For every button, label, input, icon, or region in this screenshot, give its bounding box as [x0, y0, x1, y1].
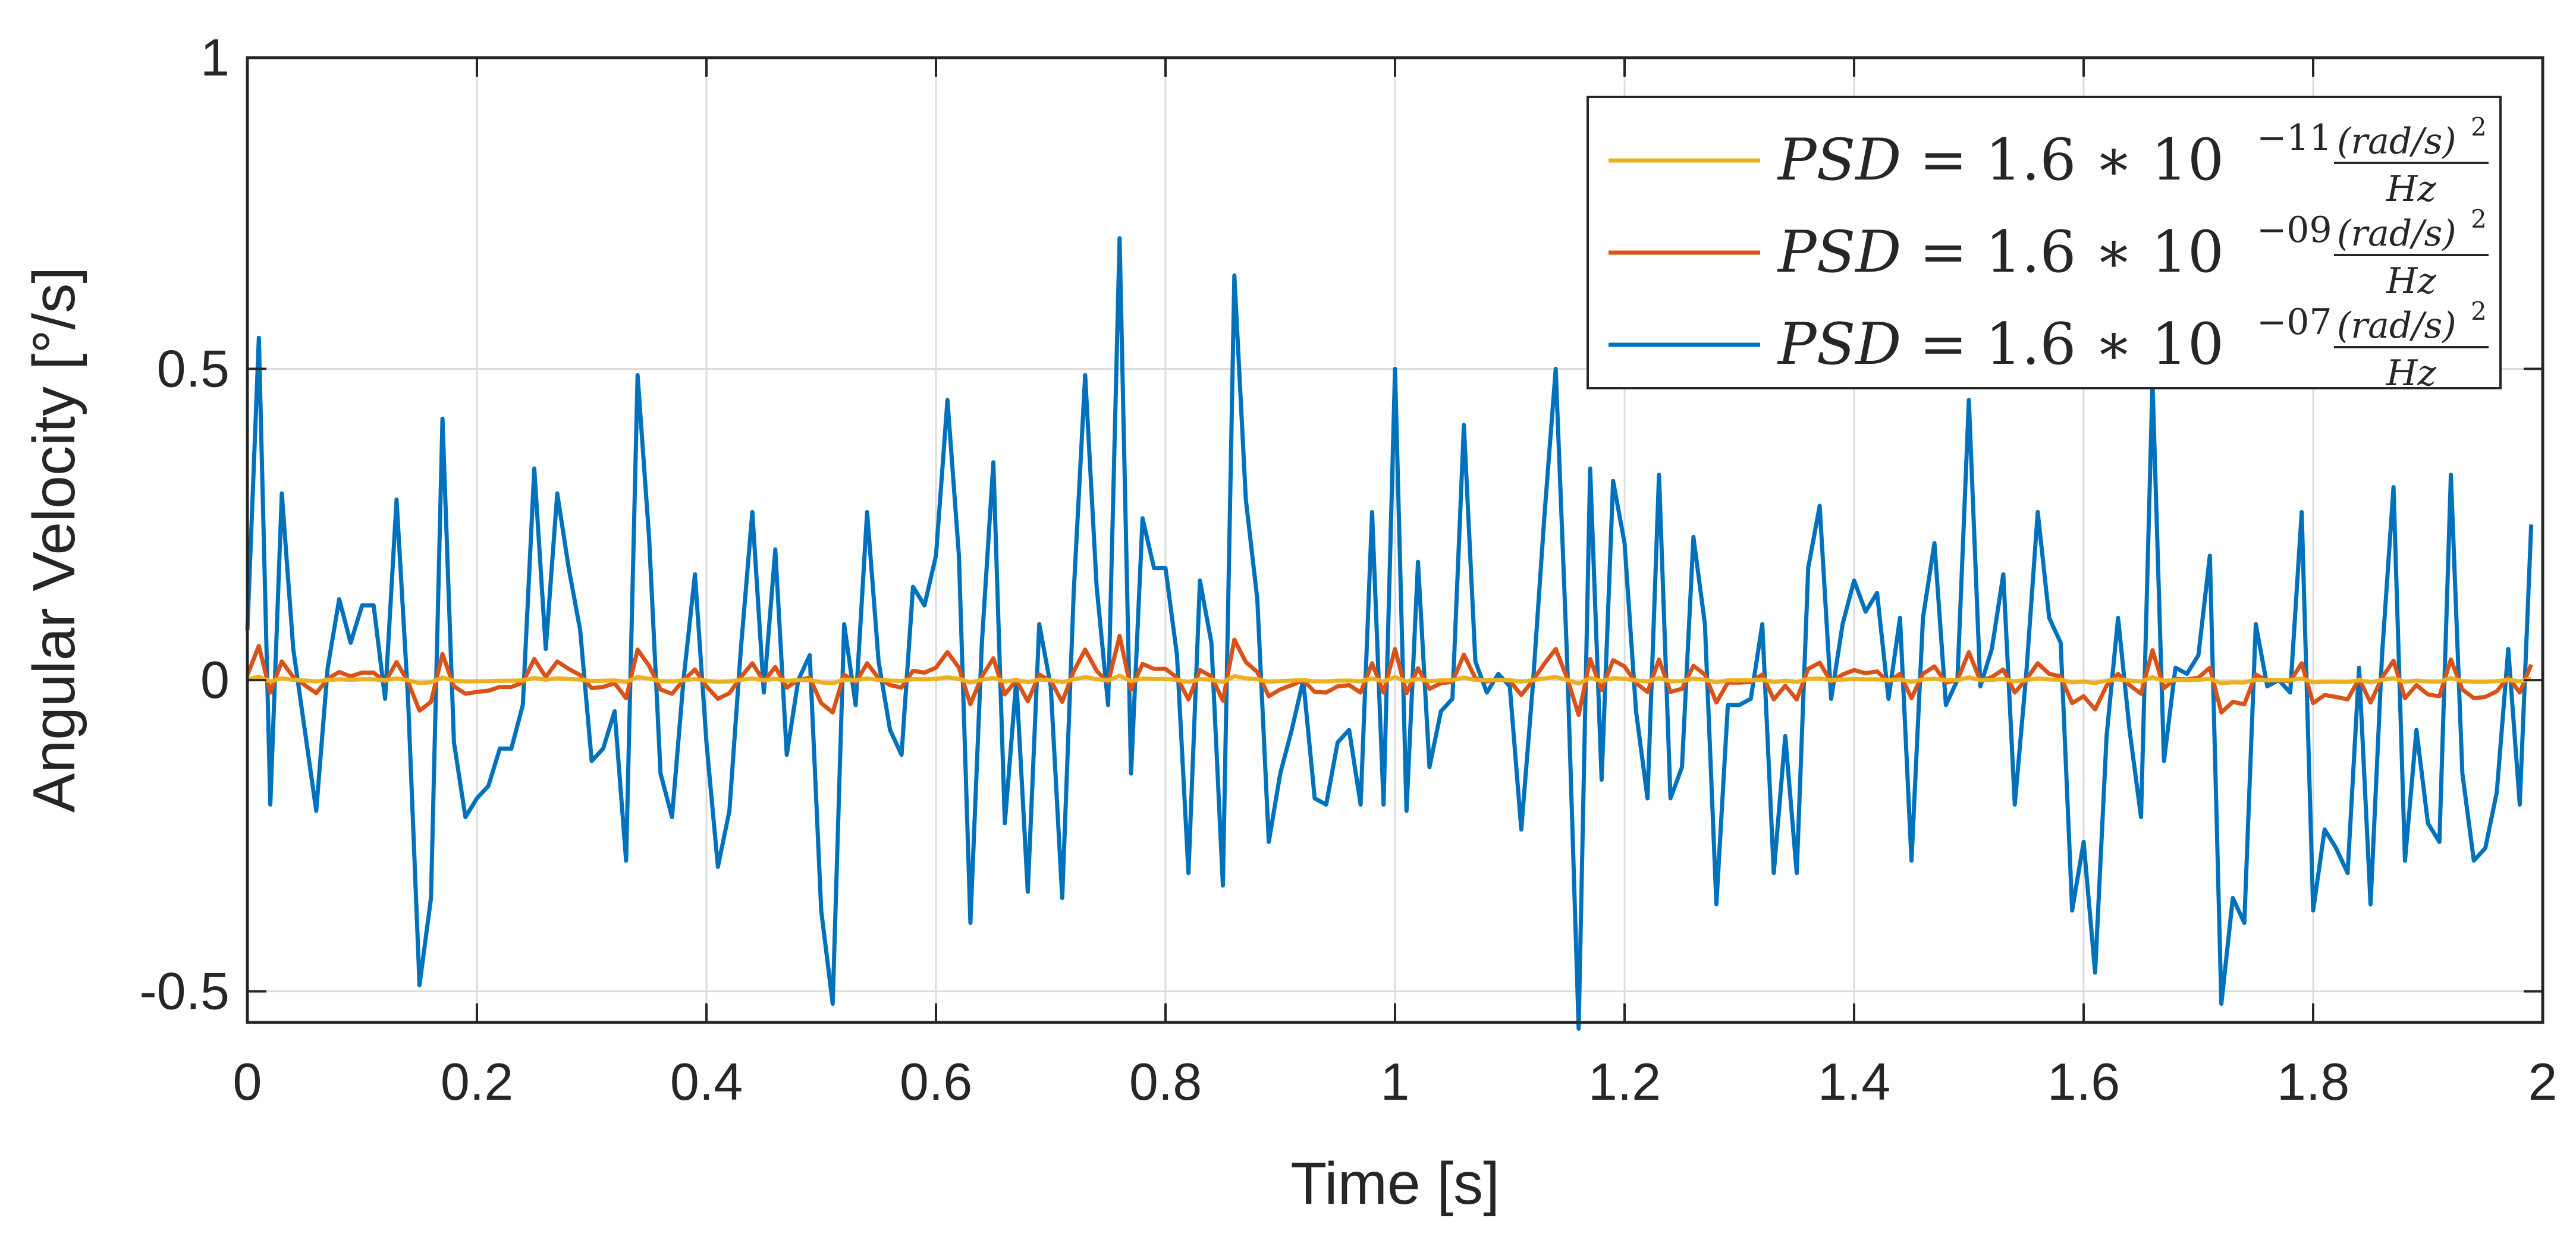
- legend-exponent: −07: [2257, 301, 2332, 343]
- legend-entry: PSD = 1.6 ∗ 10 −09 (rad/s) 2 Hz: [1609, 204, 2489, 302]
- x-tick-labels: 0 0.2 0.4 0.6 0.8 1 1.2 1.4 1.6 1.8 2: [233, 1052, 2558, 1111]
- legend-fraction-denominator: Hz: [2386, 168, 2436, 210]
- legend-label: PSD = 1.6 ∗ 10: [1777, 311, 2224, 377]
- legend-numerator-exponent: 2: [2471, 297, 2487, 326]
- legend-fraction-numerator: (rad/s): [2337, 121, 2456, 162]
- legend-fraction-denominator: Hz: [2386, 260, 2436, 302]
- legend-label: PSD = 1.6 ∗ 10: [1777, 127, 2224, 193]
- x-tick-label: 0.4: [670, 1052, 743, 1111]
- x-axis-title: Time [s]: [1290, 1150, 1500, 1217]
- series-line-psd-1e-11: [247, 674, 2532, 686]
- y-tick-labels: -0.5 0 0.5 1: [139, 28, 230, 1021]
- legend-label: PSD = 1.6 ∗ 10: [1777, 219, 2224, 285]
- x-tick-label: 0: [233, 1052, 262, 1111]
- x-tick-label: 2: [2528, 1052, 2558, 1111]
- legend-fraction-numerator: (rad/s): [2337, 305, 2456, 347]
- series-line-psd-1e-09: [245, 634, 2533, 718]
- y-axis-title: Angular Velocity [°/s]: [21, 267, 87, 813]
- y-tick-label: 0.5: [157, 339, 230, 398]
- legend-fraction-numerator: (rad/s): [2337, 213, 2456, 254]
- legend-fraction-denominator: Hz: [2386, 353, 2436, 394]
- legend-entry: PSD = 1.6 ∗ 10 −11 (rad/s) 2 Hz: [1609, 112, 2489, 210]
- legend-exponent: −09: [2257, 209, 2332, 251]
- legend-numerator-exponent: 2: [2471, 112, 2487, 141]
- x-tick-label: 1: [1381, 1052, 1410, 1111]
- x-tick-label: 1.8: [2277, 1052, 2349, 1111]
- legend-entry: PSD = 1.6 ∗ 10 −07 (rad/s) 2 Hz: [1609, 297, 2489, 394]
- axis-ticks: [246, 56, 2544, 1022]
- x-tick-label: 0.8: [1129, 1052, 1202, 1111]
- y-tick-label: 0: [200, 650, 230, 709]
- series-line-psd-1e-07: [245, 236, 2534, 1031]
- series-lines: [245, 236, 2534, 1031]
- x-tick-label: 0.2: [441, 1052, 513, 1111]
- legend-numerator-exponent: 2: [2471, 204, 2487, 234]
- x-tick-label: 0.6: [900, 1052, 972, 1111]
- x-tick-label: 1.6: [2047, 1052, 2120, 1111]
- legend-box: [1587, 96, 2502, 389]
- legend-exponent: −11: [2257, 117, 2332, 159]
- x-tick-label: 1.4: [1818, 1052, 1890, 1111]
- y-tick-label: 1: [200, 28, 230, 87]
- x-tick-label: 1.2: [1588, 1052, 1661, 1111]
- y-tick-label: -0.5: [139, 962, 230, 1021]
